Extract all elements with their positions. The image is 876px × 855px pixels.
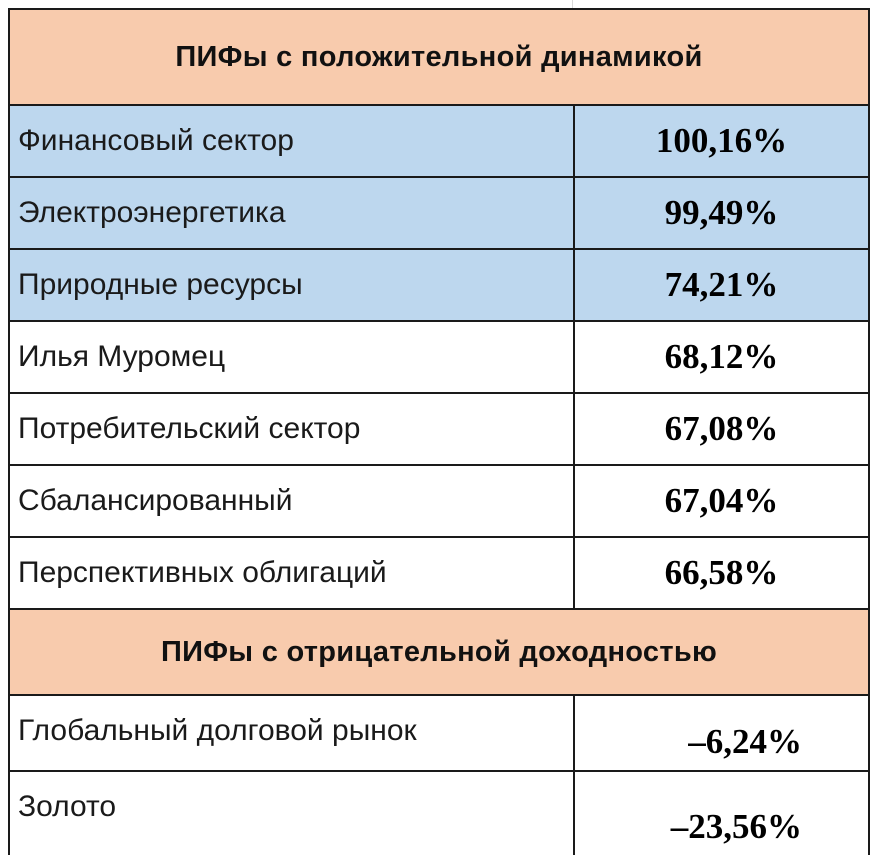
- table-row: Потребительский сектор 67,08%: [8, 392, 870, 466]
- table-row: Электроэнергетика 99,49%: [8, 176, 870, 250]
- fund-name-cell[interactable]: Перспективных облигаций: [8, 536, 575, 610]
- table-row: Илья Муромец 68,12%: [8, 320, 870, 394]
- positive-section-title[interactable]: ПИФы с положительной динамикой: [8, 8, 870, 106]
- fund-name-cell[interactable]: Глобальный долговой рынок: [8, 694, 575, 772]
- table-row: Сбалансированный 67,04%: [8, 464, 870, 538]
- table-row: Природные ресурсы 74,21%: [8, 248, 870, 322]
- fund-return-cell[interactable]: 67,08%: [573, 392, 870, 466]
- fund-return-cell[interactable]: 67,04%: [573, 464, 870, 538]
- positive-header-row: ПИФы с положительной динамикой: [8, 8, 870, 106]
- table-row: Перспективных облигаций 66,58%: [8, 536, 870, 610]
- fund-return-cell[interactable]: 100,16%: [573, 104, 870, 178]
- negative-section-title[interactable]: ПИФы с отрицательной доходностью: [8, 608, 870, 696]
- fund-name-cell[interactable]: Потребительский сектор: [8, 392, 575, 466]
- funds-table: ПИФы с положительной динамикой Финансовы…: [8, 8, 870, 855]
- negative-header-row: ПИФы с отрицательной доходностью: [8, 608, 870, 696]
- fund-return-cell[interactable]: 74,21%: [573, 248, 870, 322]
- table-row: Золото –23,56%: [8, 770, 870, 855]
- fund-return-cell[interactable]: 66,58%: [573, 536, 870, 610]
- table-row: Финансовый сектор 100,16%: [8, 104, 870, 178]
- fund-return-cell[interactable]: –6,24%: [573, 694, 870, 772]
- fund-name-cell[interactable]: Сбалансированный: [8, 464, 575, 538]
- fund-name-cell[interactable]: Электроэнергетика: [8, 176, 575, 250]
- fund-return-cell[interactable]: 68,12%: [573, 320, 870, 394]
- fund-name-cell[interactable]: Финансовый сектор: [8, 104, 575, 178]
- fund-return-cell[interactable]: –23,56%: [573, 770, 870, 855]
- fund-name-cell[interactable]: Илья Муромец: [8, 320, 575, 394]
- fund-name-cell[interactable]: Золото: [8, 770, 575, 855]
- fund-return-cell[interactable]: 99,49%: [573, 176, 870, 250]
- fund-name-cell[interactable]: Природные ресурсы: [8, 248, 575, 322]
- table-row: Глобальный долговой рынок –6,24%: [8, 694, 870, 772]
